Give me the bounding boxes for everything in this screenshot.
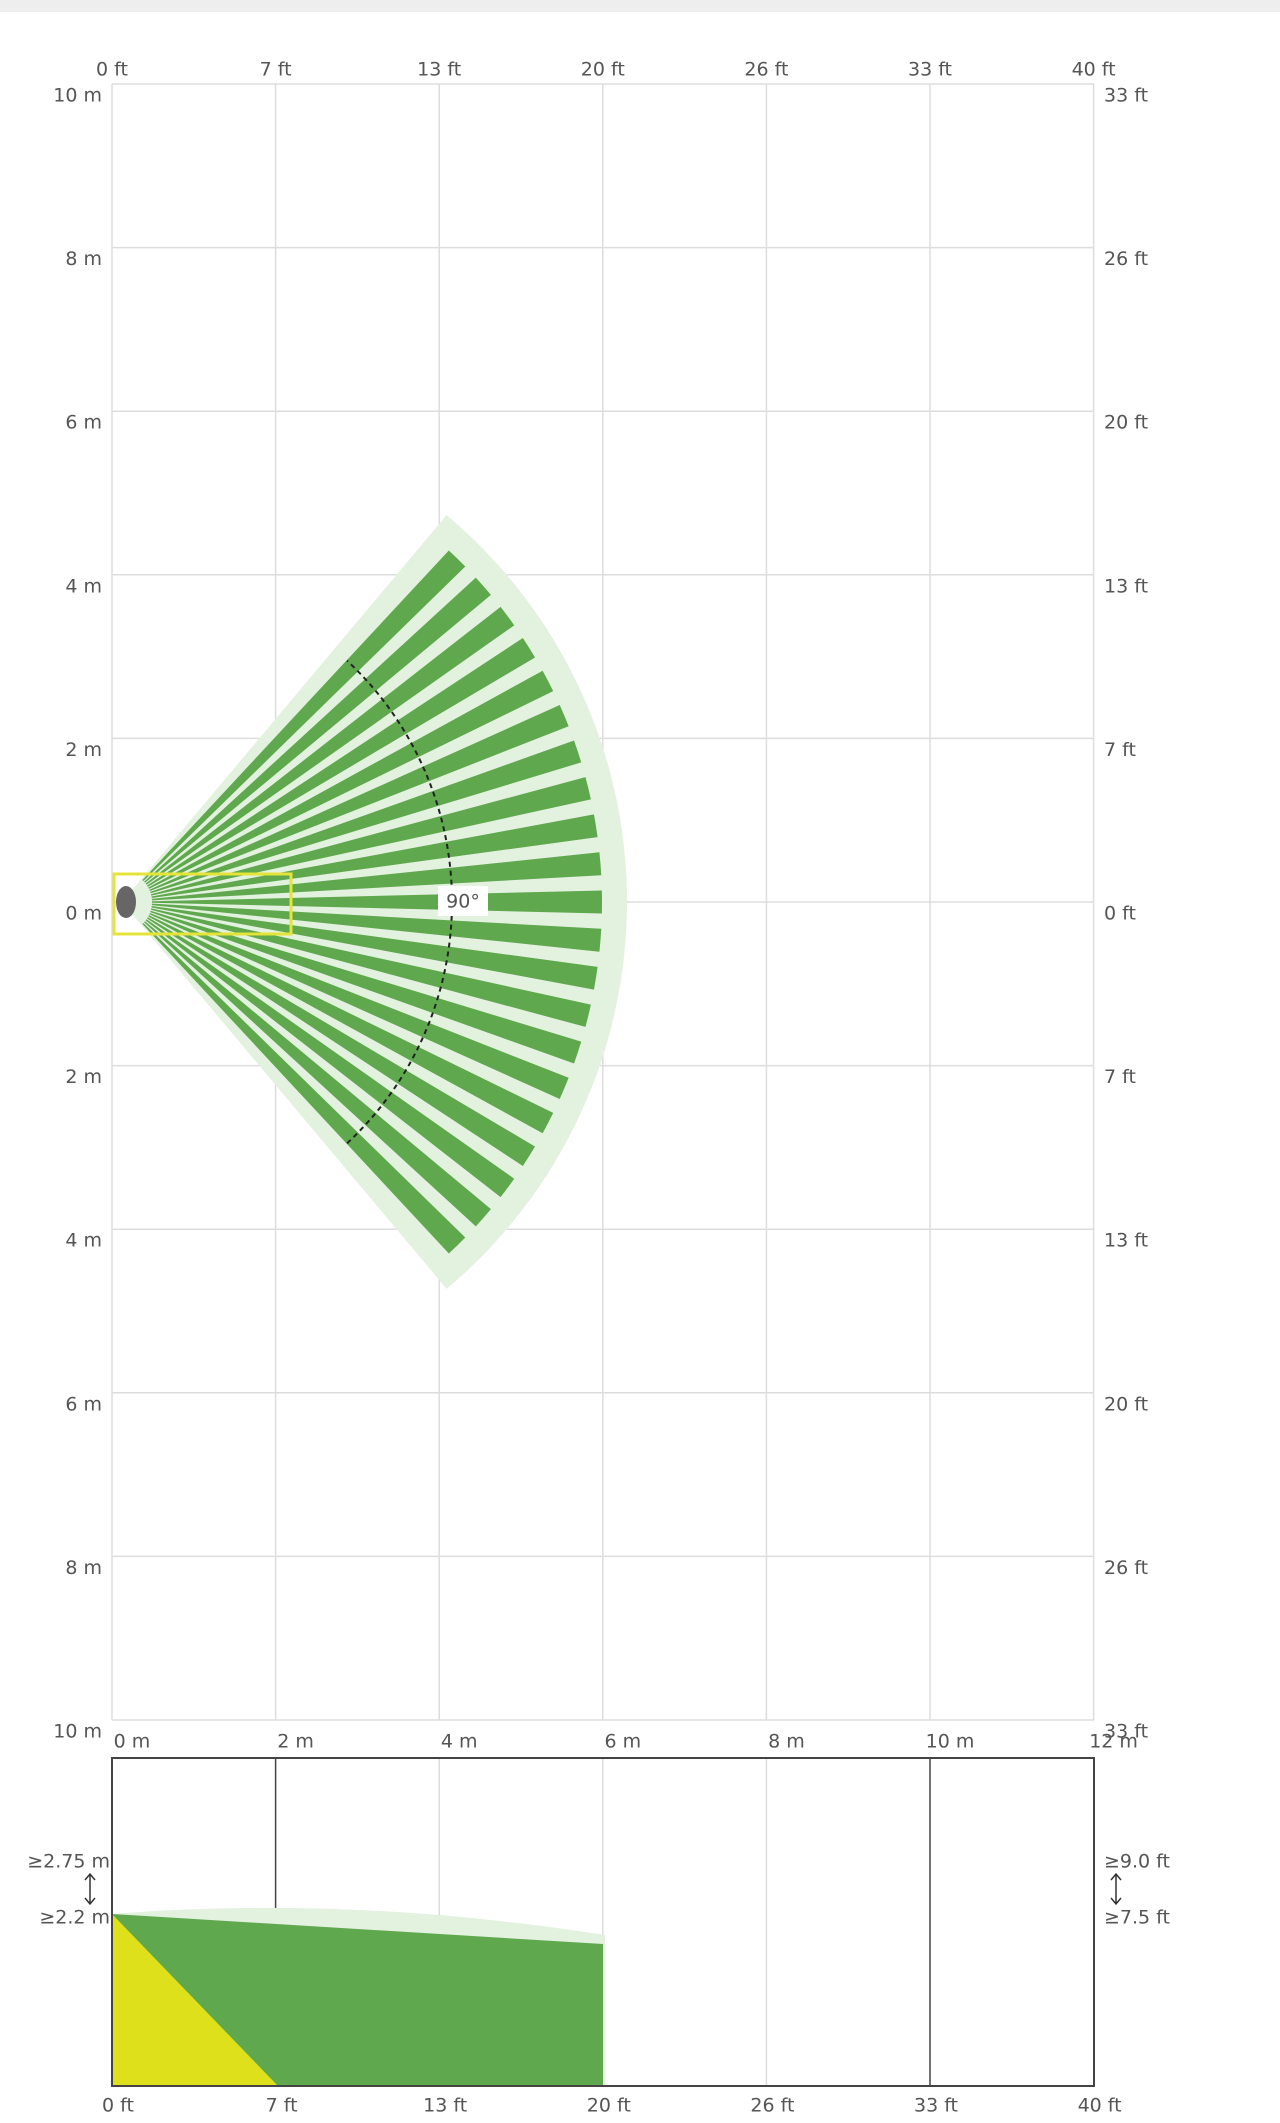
detection-beam xyxy=(142,922,466,1254)
left-label: 8 m xyxy=(65,1557,102,1579)
x-top-label: 20 ft xyxy=(581,59,625,81)
angle-label: 90° xyxy=(446,891,480,913)
detection-beam xyxy=(151,903,602,952)
side-x-label: 13 ft xyxy=(423,2095,467,2117)
detection-beam xyxy=(151,906,598,990)
side-left-label: ≥2.75 m xyxy=(27,1851,110,1873)
x-top-label: 13 ft xyxy=(417,59,461,81)
side-frame xyxy=(111,1757,1095,2087)
left-label: 10 m xyxy=(53,85,102,107)
right-label: 20 ft xyxy=(1104,412,1148,434)
detection-beam xyxy=(145,919,515,1198)
detection-beam xyxy=(150,740,582,894)
detection-beam xyxy=(144,921,491,1227)
left-label: 2 m xyxy=(65,739,102,761)
detection-beam xyxy=(145,606,515,885)
sensor xyxy=(116,886,136,918)
height-arrow xyxy=(1110,1872,1122,1906)
left-label: 6 m xyxy=(65,1393,102,1415)
x-bottom-label: 4 m xyxy=(441,1731,478,1753)
detection-beam xyxy=(149,912,569,1099)
right-label: 7 ft xyxy=(1104,1066,1136,1088)
side-right-label: ≥9.0 ft xyxy=(1104,1851,1170,1873)
right-label: 13 ft xyxy=(1104,1230,1148,1252)
left-label: 10 m xyxy=(53,1721,102,1743)
side-x-label: 26 ft xyxy=(750,2095,794,2117)
detection-beam xyxy=(148,915,554,1134)
detection-beam xyxy=(150,777,591,896)
x-top-label: 40 ft xyxy=(1072,59,1116,81)
detection-beam xyxy=(147,917,536,1167)
detection-beam xyxy=(142,550,466,882)
left-label: 2 m xyxy=(65,1066,102,1088)
side-left-label: ≥2.2 m xyxy=(39,1907,110,1929)
detection-beam xyxy=(150,910,582,1064)
right-label: 26 ft xyxy=(1104,248,1148,270)
right-label: 26 ft xyxy=(1104,1557,1148,1579)
top-bar xyxy=(0,0,1280,12)
side-x-label: 7 ft xyxy=(266,2095,298,2117)
right-label: 0 ft xyxy=(1104,903,1136,925)
x-bottom-label: 0 m xyxy=(114,1731,151,1753)
detection-beam xyxy=(151,814,598,898)
right-label: 13 ft xyxy=(1104,575,1148,597)
detection-beam xyxy=(147,637,536,887)
right-label: 33 ft xyxy=(1104,85,1148,107)
side-near-zone xyxy=(112,1914,278,2086)
detection-beam xyxy=(151,890,603,914)
angle-label-bg xyxy=(438,886,488,916)
detection-beam xyxy=(148,670,554,889)
x-bottom-label: 8 m xyxy=(768,1731,805,1753)
detection-beam xyxy=(149,705,569,892)
x-bottom-label: 2 m xyxy=(277,1731,314,1753)
side-x-label: 40 ft xyxy=(1078,2095,1122,2117)
left-label: 0 m xyxy=(65,903,102,925)
x-top-label: 0 ft xyxy=(96,59,128,81)
right-label: 20 ft xyxy=(1104,1393,1148,1415)
x-top-label: 33 ft xyxy=(908,59,952,81)
detection-beam xyxy=(144,577,491,883)
right-label: 33 ft xyxy=(1104,1721,1148,1743)
x-top-label: 26 ft xyxy=(744,59,788,81)
sensor-zone xyxy=(112,872,293,936)
left-label: 4 m xyxy=(65,575,102,597)
side-x-label: 0 ft xyxy=(102,2095,134,2117)
x-bottom-label: 10 m xyxy=(926,1731,975,1753)
right-label: 7 ft xyxy=(1104,739,1136,761)
side-right-label: ≥7.5 ft xyxy=(1104,1907,1170,1929)
height-arrow xyxy=(84,1872,96,1906)
x-bottom-label: 12 m xyxy=(1089,1731,1138,1753)
left-label: 4 m xyxy=(65,1230,102,1252)
x-bottom-label: 6 m xyxy=(604,1731,641,1753)
side-x-label: 20 ft xyxy=(587,2095,631,2117)
detection-beam xyxy=(151,852,602,901)
side-x-label: 33 ft xyxy=(914,2095,958,2117)
x-top-label: 7 ft xyxy=(260,59,292,81)
left-label: 8 m xyxy=(65,248,102,270)
left-label: 6 m xyxy=(65,412,102,434)
detection-beam xyxy=(150,908,591,1027)
